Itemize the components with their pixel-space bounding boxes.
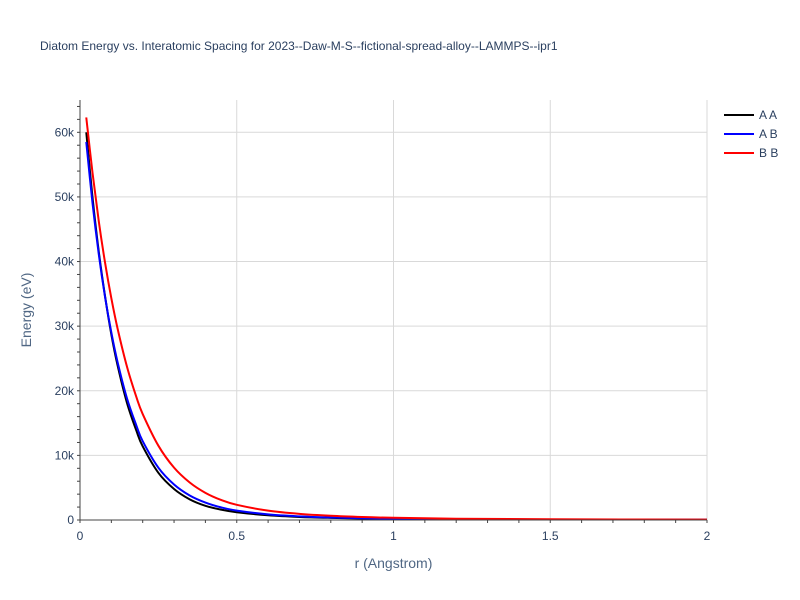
- series-lines: [85, 117, 707, 520]
- legend-item[interactable]: A A: [724, 108, 777, 122]
- x-tick-label: 1.5: [542, 529, 559, 543]
- legend-item[interactable]: A B: [724, 127, 778, 141]
- x-axis-label: r (Angstrom): [355, 555, 433, 571]
- legend-label: A A: [759, 108, 777, 122]
- x-tick-label: 0.5: [228, 529, 245, 543]
- grid-lines: [80, 100, 708, 520]
- legend[interactable]: A A A B B B: [724, 108, 778, 160]
- x-tick-label: 2: [704, 529, 711, 543]
- chart-title: Diatom Energy vs. Interatomic Spacing fo…: [40, 39, 558, 53]
- x-tick-label: 1: [390, 529, 397, 543]
- series-line-b-b: [85, 117, 707, 520]
- plot-area: [77, 100, 708, 523]
- y-tick-label: 50k: [55, 190, 75, 204]
- y-tick-label: 60k: [55, 125, 75, 139]
- y-tick-label: 20k: [55, 384, 75, 398]
- y-tick-label: 40k: [55, 255, 75, 269]
- legend-label: B B: [759, 146, 778, 160]
- y-tick-label: 0: [67, 513, 74, 527]
- legend-label: A B: [759, 127, 778, 141]
- x-axis-tick-labels: 0 0.5 1 1.5 2: [77, 529, 711, 543]
- legend-item[interactable]: B B: [724, 146, 778, 160]
- y-tick-label: 10k: [55, 448, 75, 462]
- y-axis-label: Energy (eV): [18, 273, 34, 348]
- y-axis-tick-labels: 0 10k 20k 30k 40k 50k 60k: [55, 125, 75, 527]
- axes: [77, 100, 708, 523]
- y-tick-label: 30k: [55, 319, 75, 333]
- x-tick-label: 0: [77, 529, 84, 543]
